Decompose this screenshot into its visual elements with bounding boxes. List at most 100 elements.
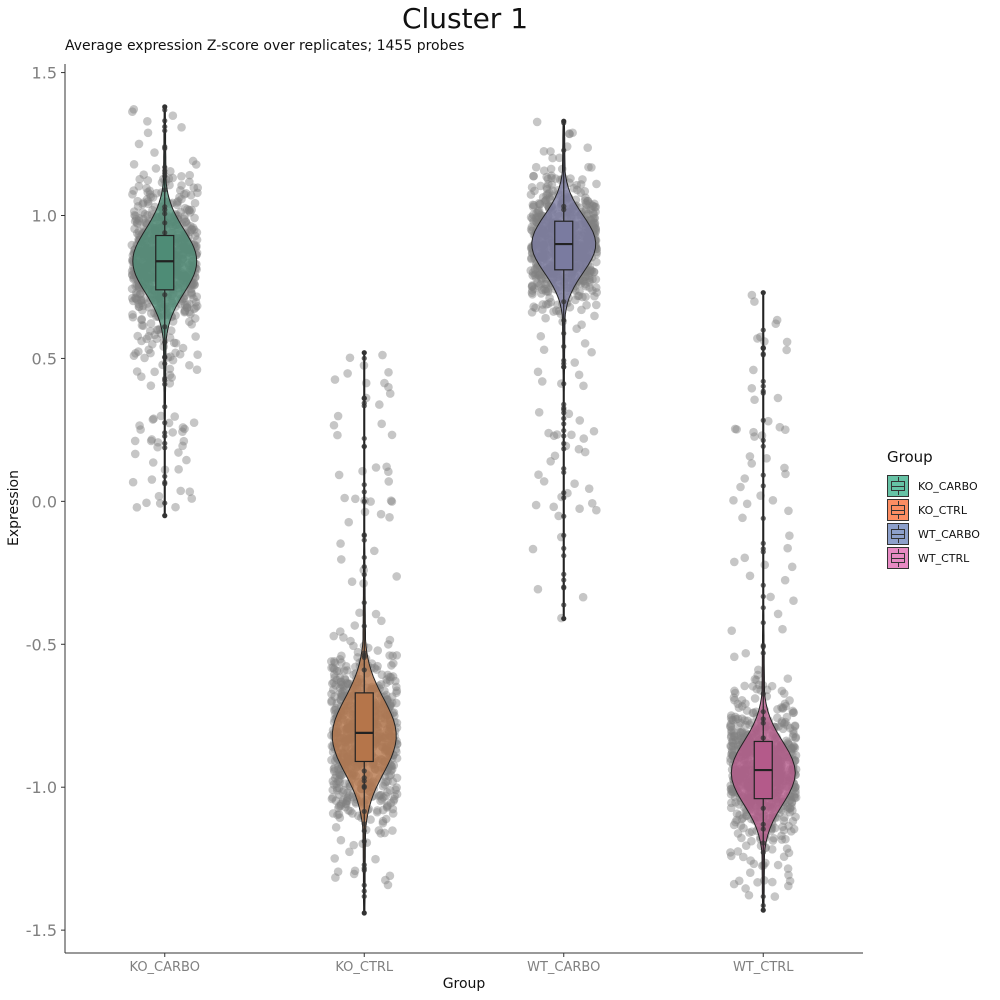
jitter-point	[327, 663, 336, 673]
jitter-point	[346, 636, 355, 646]
y-tick-label: 0.0	[32, 492, 57, 511]
jitter-point	[527, 183, 537, 192]
outlier-point	[162, 430, 168, 436]
jitter-points-layer	[127, 105, 801, 901]
jitter-point	[182, 300, 192, 310]
jitter-point	[585, 275, 594, 284]
jitter-point	[143, 299, 152, 308]
jitter-point	[580, 196, 590, 205]
jitter-point	[554, 511, 563, 521]
jitter-point	[729, 820, 739, 830]
x-tick-label: WT_CARBO	[527, 960, 600, 975]
outlier-point	[561, 421, 567, 427]
jitter-point	[578, 592, 588, 602]
jitter-point	[737, 714, 747, 723]
jitter-point	[566, 174, 575, 183]
jitter-point	[749, 427, 758, 437]
jitter-point	[186, 190, 196, 200]
jitter-point	[728, 738, 738, 748]
jitter-point	[789, 729, 798, 739]
jitter-point	[346, 806, 355, 816]
jitter-point	[376, 509, 386, 519]
outlier-point	[361, 498, 367, 504]
outlier-point	[162, 292, 168, 298]
jitter-point	[784, 821, 793, 831]
jitter-point	[134, 139, 144, 149]
outlier-point	[361, 623, 367, 629]
jitter-point	[336, 688, 345, 698]
jitter-point	[530, 284, 539, 294]
jitter-point	[782, 345, 791, 355]
jitter-point	[146, 192, 156, 202]
jitter-point	[540, 197, 550, 206]
jitter-point	[185, 360, 194, 370]
jitter-point	[740, 681, 749, 691]
jitter-point	[767, 681, 777, 691]
jitter-point	[528, 286, 537, 295]
jitter-point	[155, 499, 165, 508]
jitter-point	[339, 633, 348, 642]
jitter-point	[567, 430, 576, 440]
jitter-point	[193, 350, 202, 359]
legend-label: WT_CARBO	[918, 527, 980, 541]
jitter-point	[187, 494, 197, 503]
jitter-point	[589, 267, 599, 277]
jitter-point	[791, 732, 801, 742]
jitter-point	[536, 181, 545, 191]
jitter-point	[779, 852, 789, 862]
jitter-point	[136, 295, 146, 305]
jitter-point	[385, 676, 395, 685]
jitter-point	[581, 193, 590, 202]
jitter-point	[529, 210, 538, 220]
jitter-point	[783, 738, 793, 747]
jitter-point	[733, 735, 743, 745]
jitter-point	[345, 790, 354, 800]
jitter-point	[389, 796, 398, 806]
outlier-point	[162, 168, 168, 174]
jitter-point	[150, 330, 159, 340]
jitter-point	[580, 447, 590, 457]
jitter-point	[785, 723, 795, 733]
jitter-point	[539, 345, 549, 355]
jitter-point	[588, 220, 598, 229]
jitter-point	[148, 415, 158, 424]
jitter-point	[178, 343, 188, 353]
jitter-point	[180, 306, 190, 315]
jitter-point	[381, 690, 391, 700]
jitter-point	[782, 721, 792, 730]
jitter-point	[375, 400, 384, 409]
jitter-point	[134, 181, 144, 191]
jitter-point	[574, 444, 584, 454]
jitter-point	[535, 200, 545, 209]
jitter-point	[335, 813, 345, 823]
jitter-point	[731, 817, 740, 827]
jitter-point	[128, 477, 138, 487]
jitter-point	[527, 253, 536, 263]
jitter-point	[335, 790, 344, 800]
outlier-point	[760, 735, 766, 741]
legend-item: WT_CTRL	[887, 546, 980, 570]
outlier-point	[760, 720, 766, 726]
jitter-point	[740, 716, 749, 725]
jitter-point	[136, 289, 145, 299]
jitter-point	[387, 698, 397, 708]
jitter-point	[134, 299, 143, 309]
jitter-point	[587, 201, 597, 210]
jitter-point	[331, 823, 341, 832]
jitter-point	[542, 184, 552, 194]
jitter-point	[327, 696, 336, 706]
jitter-point	[528, 202, 538, 212]
jitter-point	[181, 217, 190, 226]
box-iqr	[155, 234, 175, 291]
jitter-point	[191, 303, 201, 312]
x-tick-label: WT_CTRL	[733, 960, 794, 975]
jitter-point	[779, 825, 789, 835]
box-iqr	[554, 220, 574, 271]
jitter-point	[333, 810, 342, 820]
jitter-point	[791, 789, 800, 799]
jitter-point	[193, 188, 202, 198]
jitter-point	[534, 267, 544, 277]
jitter-point	[334, 801, 344, 811]
jitter-point	[339, 681, 349, 691]
outlier-point	[361, 808, 367, 814]
